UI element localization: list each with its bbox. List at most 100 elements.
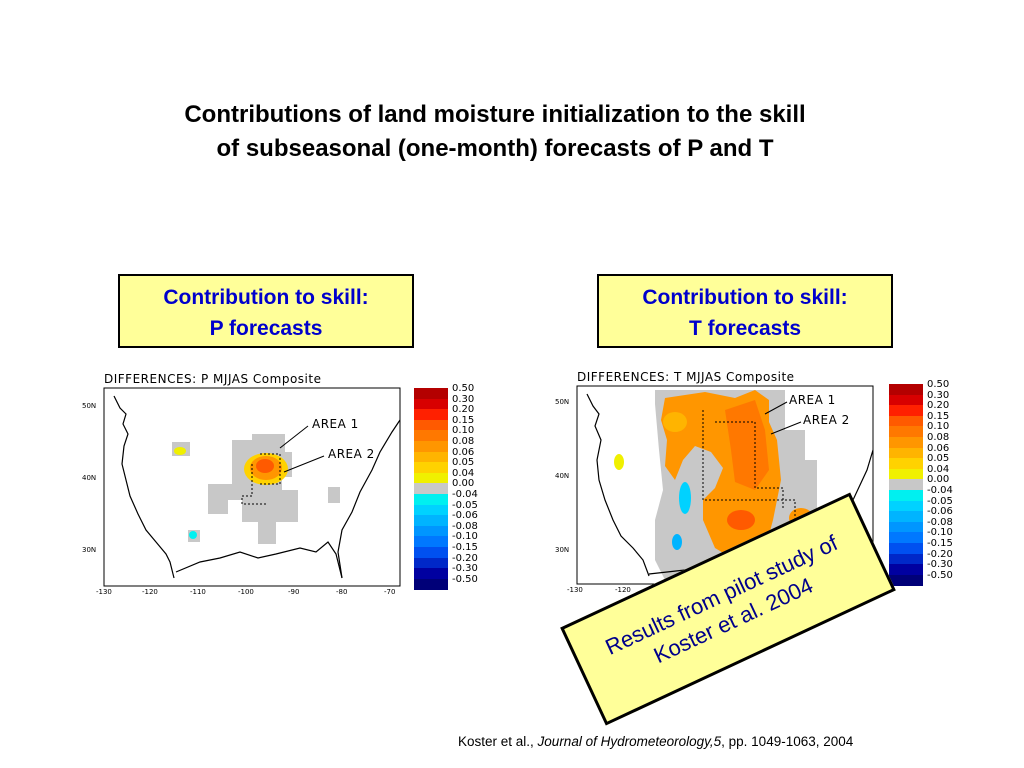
legend-swatch — [889, 574, 923, 586]
legend-entry: 0.08 — [414, 436, 484, 452]
legend-entry: -0.10 — [414, 531, 484, 548]
legend-label: -0.08 — [927, 516, 953, 528]
legend-label: -0.06 — [927, 506, 953, 518]
map-t-lon-130: -130 — [567, 586, 583, 594]
legend-label: 0.04 — [927, 463, 950, 475]
legend-entry: 0.08 — [889, 432, 959, 448]
map-p-lat-30n: 30N — [82, 546, 96, 554]
legend-swatch — [414, 568, 448, 580]
map-p-svg: AREA 1 AREA 2 50N 40N 30N -130 -120 -110… — [82, 387, 401, 596]
legend-label: -0.05 — [927, 495, 953, 507]
legend-swatch — [414, 441, 448, 452]
legend-swatch — [414, 388, 448, 399]
map-p-area2-label: AREA 2 — [328, 447, 375, 461]
legend-swatch — [414, 409, 448, 421]
legend-swatch — [414, 578, 448, 590]
legend-label: -0.30 — [927, 559, 953, 571]
legend-label: 0.06 — [927, 442, 950, 454]
legend-entry: -0.04 — [889, 485, 959, 501]
legend-label: 0.00 — [452, 478, 475, 490]
legend-swatch — [889, 426, 923, 438]
legend-swatch — [889, 511, 923, 523]
legend-swatch — [889, 490, 923, 501]
legend-swatch — [889, 479, 923, 491]
legend-label: 0.15 — [452, 414, 475, 426]
legend-entry: -0.50 — [889, 570, 959, 586]
legend-label: 0.08 — [927, 432, 950, 443]
legend-label: 0.10 — [452, 425, 475, 437]
map-p-lon-110: -110 — [190, 588, 206, 596]
legend-entry: -0.30 — [414, 563, 484, 580]
legend-label: 0.50 — [927, 379, 950, 390]
legend-swatch — [889, 415, 923, 427]
slide-title: Contributions of land moisture initializ… — [100, 98, 890, 166]
legend-swatch — [414, 515, 448, 527]
legend-entry: 0.04 — [889, 464, 959, 480]
label-p-line2: P forecasts — [209, 317, 323, 340]
legend-entry: -0.50 — [414, 574, 484, 590]
legend-label: 0.30 — [927, 389, 950, 401]
legend-label: 0.30 — [452, 393, 475, 405]
map-t-lat-40n: 40N — [555, 472, 569, 480]
legend-swatch — [414, 398, 448, 410]
legend-swatch — [414, 419, 448, 431]
legend-entry: -0.04 — [414, 489, 484, 505]
legend-entry: -0.08 — [889, 517, 959, 533]
legend-swatch — [414, 430, 448, 442]
map-t-lon-120: -120 — [615, 586, 631, 594]
legend-swatch — [889, 394, 923, 406]
legend-entry: 0.20 — [889, 400, 959, 417]
map-p-lon-120: -120 — [142, 588, 158, 596]
legend-entry: 0.10 — [889, 421, 959, 438]
map-t-lat-50n: 50N — [555, 398, 569, 406]
legend-entry: 0.00 — [414, 478, 484, 495]
legend-swatch — [889, 468, 923, 480]
legend-swatch — [414, 451, 448, 463]
legend-swatch — [414, 525, 448, 537]
legend-swatch — [414, 536, 448, 548]
legend-swatch — [889, 458, 923, 470]
legend-label: -0.15 — [927, 538, 953, 549]
legend-entry: 0.06 — [889, 443, 959, 459]
legend-label: -0.20 — [927, 548, 953, 560]
legend-label: 0.04 — [452, 467, 475, 479]
legend-entry: 0.04 — [414, 468, 484, 484]
legend-label: -0.50 — [452, 573, 478, 585]
legend-label: 0.20 — [452, 404, 475, 416]
legend-swatch — [889, 564, 923, 576]
legend-entry: 0.50 — [889, 379, 959, 395]
legend-swatch — [889, 384, 923, 395]
legend-label: -0.20 — [452, 552, 478, 564]
legend-entry: -0.05 — [414, 500, 484, 516]
map-t-heading: DIFFERENCES: T MJJAS Composite — [577, 370, 795, 384]
legend-swatch — [414, 462, 448, 474]
legend-label: 0.50 — [452, 383, 475, 394]
legend-swatch — [889, 437, 923, 448]
legend-label: 0.20 — [927, 400, 950, 412]
legend-swatch — [414, 483, 448, 495]
legend-label: -0.30 — [452, 563, 478, 575]
legend-entry: -0.30 — [889, 559, 959, 576]
legend-swatch — [889, 521, 923, 533]
legend-label: 0.05 — [452, 457, 475, 469]
citation-pages: , pp. 1049-1063, 2004 — [721, 734, 854, 749]
legend-entry: -0.06 — [889, 506, 959, 523]
legend-label: -0.04 — [927, 485, 953, 496]
legend-entry: -0.10 — [889, 527, 959, 544]
citation-journal: Journal of Hydrometeorology,5 — [537, 734, 722, 749]
slide-title-line1: Contributions of land moisture initializ… — [184, 101, 806, 128]
legend-swatch — [414, 472, 448, 484]
legend-entry: 0.15 — [889, 411, 959, 427]
label-t-line1: Contribution to skill: — [642, 286, 848, 309]
legend-label: 0.00 — [927, 474, 950, 486]
legend-entry: 0.30 — [889, 390, 959, 406]
legend-swatch — [414, 557, 448, 569]
legend-entry: -0.15 — [889, 538, 959, 554]
legend-label: -0.06 — [452, 510, 478, 522]
legend-label: 0.05 — [927, 453, 950, 465]
slide-title-line2: of subseasonal (one-month) forecasts of … — [216, 135, 774, 162]
map-p-area1-label: AREA 1 — [312, 417, 359, 431]
legend-entry: -0.20 — [414, 553, 484, 569]
label-box-t-forecasts: Contribution to skill: T forecasts — [597, 274, 893, 348]
legend-entry: 0.05 — [414, 457, 484, 474]
